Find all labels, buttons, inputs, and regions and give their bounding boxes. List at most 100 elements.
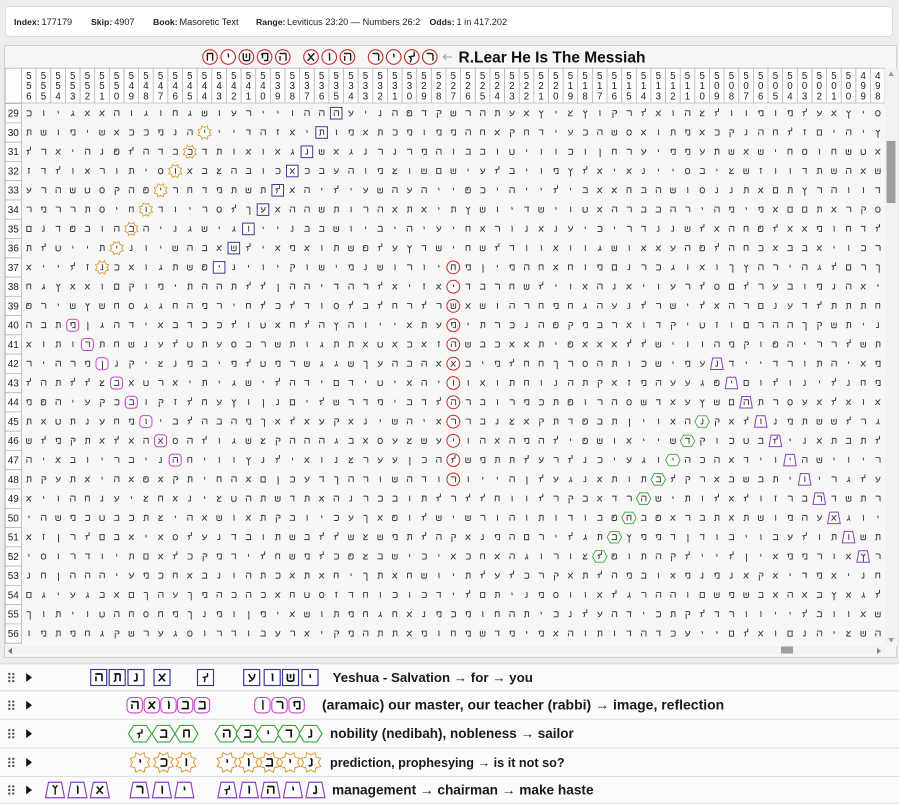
- svg-text:0: 0: [802, 81, 808, 92]
- svg-text:7: 7: [304, 92, 309, 103]
- svg-text:5: 5: [802, 71, 807, 82]
- svg-text:30: 30: [8, 128, 20, 139]
- svg-text:8: 8: [290, 92, 295, 103]
- svg-text:5: 5: [480, 71, 485, 82]
- svg-text:4: 4: [348, 92, 354, 103]
- svg-text:2: 2: [421, 81, 426, 92]
- svg-text:6: 6: [465, 92, 470, 103]
- svg-text:5: 5: [173, 71, 178, 82]
- svg-text:1: 1: [538, 92, 543, 103]
- svg-text:nobility (nedibah), nobleness: nobility (nedibah), nobleness → sailor: [330, 726, 575, 741]
- svg-text:Leviticus 23:20 — Numbers 26:2: Leviticus 23:20 — Numbers 26:2: [287, 17, 420, 27]
- svg-text:4: 4: [216, 81, 222, 92]
- svg-text:2: 2: [451, 81, 456, 92]
- svg-text:5: 5: [114, 81, 119, 92]
- svg-text:5: 5: [319, 71, 324, 82]
- svg-text:5: 5: [275, 71, 280, 82]
- svg-text:3: 3: [334, 81, 339, 92]
- svg-text:5: 5: [334, 92, 339, 103]
- svg-text:6: 6: [26, 92, 31, 103]
- svg-text:5: 5: [509, 71, 514, 82]
- svg-text:52: 52: [8, 552, 20, 563]
- svg-text:34: 34: [8, 205, 20, 216]
- svg-text:5: 5: [202, 71, 207, 82]
- svg-text:55: 55: [8, 610, 20, 621]
- svg-text:5: 5: [670, 71, 675, 82]
- svg-text:3: 3: [304, 81, 309, 92]
- svg-text:5: 5: [451, 71, 456, 82]
- svg-text:Odds:: Odds:: [430, 17, 455, 27]
- svg-text:2: 2: [509, 81, 514, 92]
- svg-text:5: 5: [817, 71, 822, 82]
- svg-text:5: 5: [129, 71, 134, 82]
- svg-text:2: 2: [524, 81, 529, 92]
- svg-text:45: 45: [8, 417, 20, 428]
- svg-text:2: 2: [480, 81, 485, 92]
- svg-text:3: 3: [290, 81, 295, 92]
- svg-text:1: 1: [670, 81, 675, 92]
- svg-text:1: 1: [685, 81, 690, 92]
- svg-text:2: 2: [377, 92, 382, 103]
- svg-text:3: 3: [377, 81, 382, 92]
- svg-text:1: 1: [641, 81, 646, 92]
- svg-text:prediction, prophesying → is i: prediction, prophesying → is it not so?: [330, 756, 565, 770]
- svg-text:5: 5: [436, 71, 441, 82]
- svg-text:5: 5: [70, 81, 75, 92]
- svg-text:5: 5: [41, 81, 46, 92]
- svg-text:3: 3: [348, 81, 353, 92]
- svg-text:50: 50: [8, 513, 20, 524]
- svg-text:0: 0: [114, 92, 120, 103]
- svg-text:2: 2: [670, 92, 675, 103]
- svg-text:2: 2: [538, 81, 543, 92]
- svg-text:4: 4: [173, 81, 179, 92]
- svg-text:42: 42: [8, 359, 20, 370]
- svg-text:8: 8: [143, 92, 148, 103]
- svg-text:6: 6: [612, 92, 617, 103]
- svg-text:3: 3: [802, 92, 807, 103]
- svg-text:Index:: Index:: [14, 17, 40, 27]
- svg-text:7: 7: [158, 92, 163, 103]
- svg-text:54: 54: [8, 590, 20, 601]
- svg-text:5: 5: [612, 71, 617, 82]
- svg-text:0: 0: [758, 81, 764, 92]
- svg-text:4: 4: [143, 81, 149, 92]
- svg-text:177179: 177179: [42, 17, 73, 27]
- svg-text:0: 0: [729, 81, 735, 92]
- svg-text:5: 5: [99, 71, 104, 82]
- svg-text:56: 56: [8, 629, 20, 640]
- svg-text:7: 7: [451, 92, 456, 103]
- svg-text:5: 5: [55, 71, 60, 82]
- svg-text:Book:: Book:: [153, 17, 178, 27]
- svg-text:1: 1: [685, 92, 690, 103]
- svg-text:0: 0: [831, 81, 837, 92]
- svg-text:3: 3: [216, 92, 221, 103]
- svg-text:1: 1: [612, 81, 617, 92]
- svg-text:7: 7: [743, 92, 748, 103]
- svg-text:5: 5: [187, 71, 192, 82]
- svg-text:44: 44: [8, 398, 20, 409]
- svg-text:3: 3: [407, 81, 412, 92]
- svg-text:Range:: Range:: [256, 17, 286, 27]
- svg-text:6: 6: [173, 92, 178, 103]
- svg-text:0: 0: [553, 92, 559, 103]
- svg-text:3: 3: [319, 81, 324, 92]
- svg-text:5: 5: [158, 71, 163, 82]
- svg-text:5: 5: [743, 71, 748, 82]
- svg-text:5: 5: [773, 71, 778, 82]
- svg-text:46: 46: [8, 436, 20, 447]
- svg-text:1 in 417.202: 1 in 417.202: [457, 17, 508, 27]
- svg-text:5: 5: [641, 71, 646, 82]
- svg-text:5: 5: [421, 71, 426, 82]
- svg-text:5: 5: [99, 81, 104, 92]
- svg-text:48: 48: [8, 475, 20, 486]
- svg-text:43: 43: [8, 378, 20, 389]
- svg-text:1: 1: [392, 92, 397, 103]
- svg-text:5: 5: [597, 71, 602, 82]
- svg-text:0: 0: [787, 81, 793, 92]
- svg-text:5: 5: [363, 71, 368, 82]
- svg-text:4: 4: [129, 81, 135, 92]
- svg-text:3: 3: [509, 92, 514, 103]
- svg-text:5: 5: [582, 71, 587, 82]
- svg-text:9: 9: [861, 92, 866, 103]
- svg-text:4: 4: [55, 92, 61, 103]
